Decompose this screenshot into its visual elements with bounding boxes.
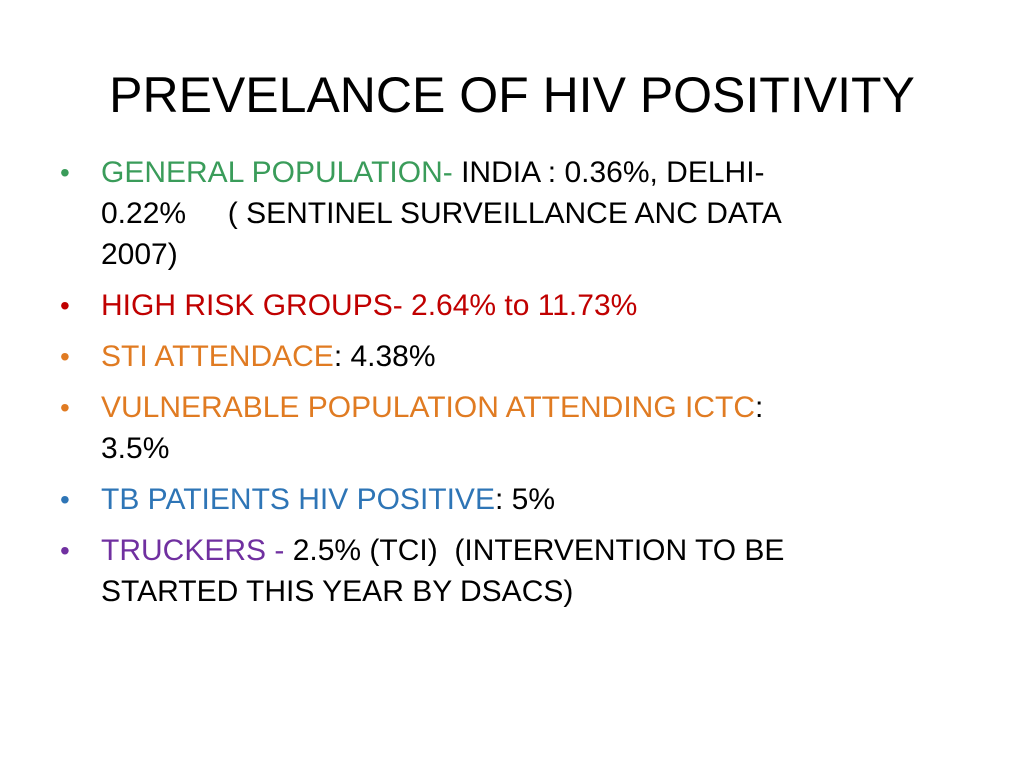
bullet-dot-icon: • — [60, 392, 70, 423]
bullet-text: INDIA : 0.36%, DELHI- — [452, 156, 765, 189]
bullet-dot-icon: • — [60, 535, 70, 566]
bullet-tb-patients: • TB PATIENTS HIV POSITIVE: 5% — [60, 479, 960, 520]
bullet-dot-icon: • — [60, 484, 70, 515]
bullet-text: : — [755, 391, 764, 424]
bullet-text: HIGH RISK GROUPS- 2.64% to 11.73% — [101, 289, 638, 322]
bullet-dot-icon: • — [60, 341, 70, 372]
bullet-label: TRUCKERS - — [101, 534, 293, 567]
bullet-label: TB PATIENTS HIV POSITIVE — [101, 483, 495, 516]
bullet-general-population: • GENERAL POPULATION- INDIA : 0.36%, DEL… — [60, 152, 960, 275]
bullet-dot-icon: • — [60, 290, 70, 321]
bullet-truckers: • TRUCKERS - 2.5% (TCI) (INTERVENTION TO… — [60, 530, 960, 612]
bullet-label: STI ATTENDACE — [101, 340, 334, 373]
bullet-label: GENERAL POPULATION- — [101, 156, 453, 189]
bullet-text: 2.5% (TCI) (INTERVENTION TO BE — [292, 534, 785, 567]
bullet-dot-icon: • — [60, 157, 70, 188]
bullet-text: : 4.38% — [333, 340, 436, 373]
bullet-text-line3: 2007) — [101, 238, 178, 271]
slide-title: PREVELANCE OF HIV POSITIVITY — [109, 67, 915, 123]
bullet-sti-attendance: • STI ATTENDACE: 4.38% — [60, 336, 960, 377]
bullet-vulnerable-population: • VULNERABLE POPULATION ATTENDING ICTC: 3… — [60, 387, 960, 469]
bullet-text: : 5% — [494, 483, 555, 516]
bullet-list: • GENERAL POPULATION- INDIA : 0.36%, DEL… — [60, 152, 960, 622]
bullet-high-risk-groups: • HIGH RISK GROUPS- 2.64% to 11.73% — [60, 285, 960, 326]
bullet-text-line2: 0.22% ( SENTINEL SURVEILLANCE ANC DATA — [101, 197, 782, 230]
bullet-label: VULNERABLE POPULATION ATTENDING ICTC — [101, 391, 756, 424]
bullet-text-line2: 3.5% — [101, 432, 170, 465]
bullet-text-line2: STARTED THIS YEAR BY DSACS) — [101, 575, 574, 608]
